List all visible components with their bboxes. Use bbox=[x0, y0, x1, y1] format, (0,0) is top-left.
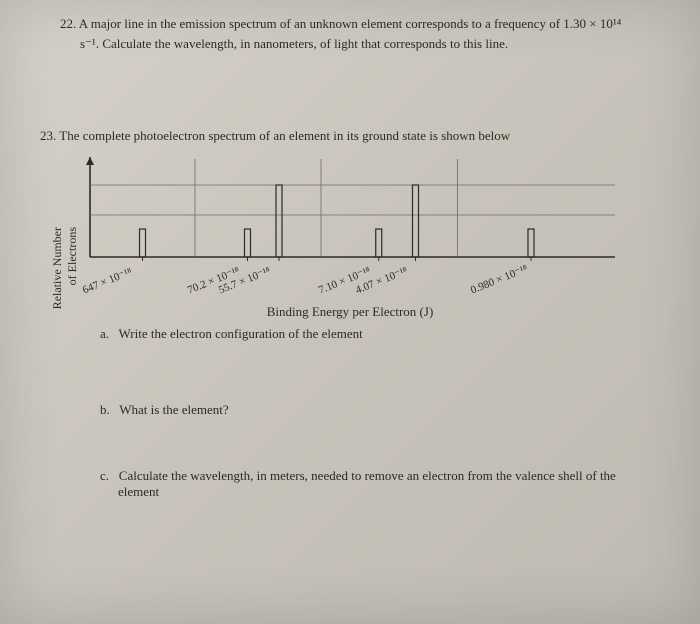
question-23: 23. The complete photoelectron spectrum … bbox=[40, 128, 660, 500]
pes-chart: Relative Number of Electrons 647 × 10⁻¹⁸… bbox=[80, 152, 620, 302]
q23-number: 23. bbox=[40, 128, 56, 143]
tick-label: 647 × 10⁻¹⁸ bbox=[80, 265, 133, 297]
q23-a: a. Write the electron configuration of t… bbox=[100, 326, 660, 342]
chart-xlabel: Binding Energy per Electron (J) bbox=[80, 304, 620, 320]
q22-line2: s⁻¹. Calculate the wavelength, in nanome… bbox=[80, 36, 508, 51]
q23-c: c. Calculate the wavelength, in meters, … bbox=[100, 468, 660, 500]
q22-line1: A major line in the emission spectrum of… bbox=[79, 16, 622, 31]
question-22: 22. A major line in the emission spectru… bbox=[60, 14, 660, 53]
q23-c-letter: c. bbox=[100, 468, 109, 483]
q23-intro-row: 23. The complete photoelectron spectrum … bbox=[40, 128, 660, 144]
q23-intro: The complete photoelectron spectrum of a… bbox=[59, 128, 510, 143]
q23-c-text: Calculate the wavelength, in meters, nee… bbox=[118, 468, 616, 499]
q23-a-text: Write the electron configuration of the … bbox=[119, 326, 363, 341]
tick-label: 0.980 × 10⁻¹⁸ bbox=[469, 262, 530, 297]
ylabel-line2: of Electrons bbox=[65, 227, 80, 285]
q23-a-letter: a. bbox=[100, 326, 109, 341]
q23-b-text: What is the element? bbox=[119, 402, 228, 417]
q23-b-letter: b. bbox=[100, 402, 110, 417]
worksheet-page: 22. A major line in the emission spectru… bbox=[0, 0, 700, 624]
q22-number: 22. bbox=[60, 16, 76, 31]
ylabel-line1: Relative Number bbox=[50, 227, 65, 309]
pes-svg bbox=[80, 152, 620, 262]
q23-b: b. What is the element? bbox=[100, 402, 660, 418]
